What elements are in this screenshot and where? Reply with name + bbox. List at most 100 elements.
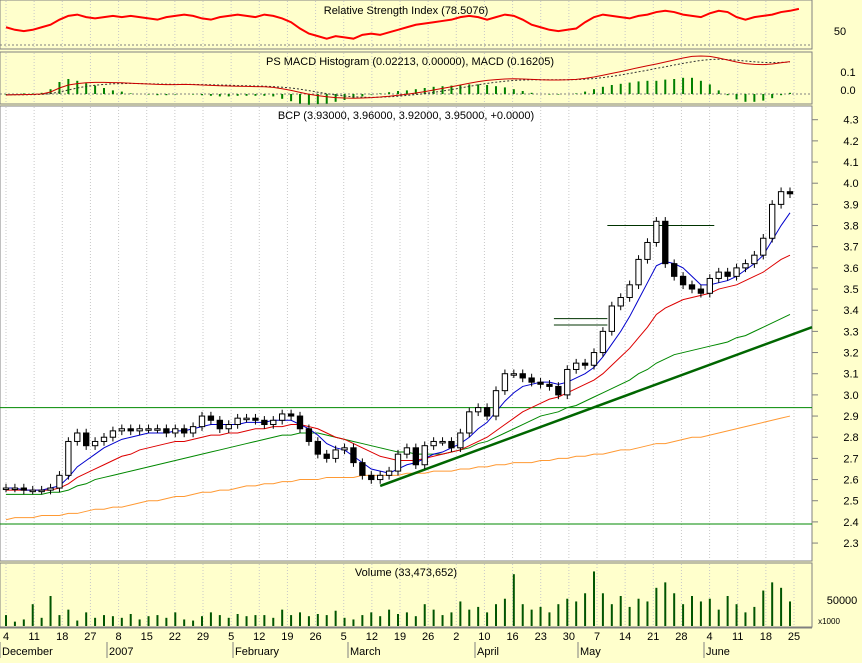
candle-body [742,263,749,269]
x-tick-label: 10 [478,631,490,643]
price-tick-label: 3.3 [843,326,858,338]
price-panel: BCP (3.93000, 3.96000, 3.92000, 3.95000,… [0,105,859,562]
candle-body [421,445,428,466]
macd-tick-label: 0.0 [840,85,855,97]
x-tick-label: 5 [228,631,234,643]
rsi-tick-label: 50 [834,26,846,38]
x-tick-label: 27 [84,631,96,643]
price-tick-label: 4.1 [843,157,858,169]
candle-body [769,203,776,239]
volume-unit-label: x1000 [818,617,840,626]
candle-body [448,440,455,449]
candle-body [733,267,740,277]
candle-body [83,432,90,447]
rsi-panel: Relative Strength Index (78.5076) 50 [0,0,846,50]
candle-body [118,428,125,432]
candle-body [287,413,295,417]
candle-body [65,440,72,476]
x-tick-label: 4 [707,631,713,643]
price-tick-label: 3.1 [843,369,858,381]
candle-body [573,362,580,370]
x-tick-label: 18 [760,631,772,643]
candle-body [56,474,63,489]
candle-body [91,440,99,447]
candle-body [359,462,366,476]
candle-body [163,428,170,434]
candle-body [341,447,348,451]
candle-body [2,487,10,491]
price-tick-label: 2.5 [843,496,858,508]
rsi-line [5,7,800,40]
month-label: April [477,646,499,658]
candle-body [270,419,277,426]
candle-body [305,428,313,442]
candle-body [127,428,134,432]
candle-body [519,373,526,379]
candle-body [439,440,446,444]
volume-tick-label: 50000 [827,595,858,607]
candle-body [234,417,241,426]
candle-body [492,390,500,417]
candle-body [314,440,321,455]
candle-body [671,263,678,277]
candle-body [136,428,143,432]
candle-body [181,428,188,434]
price-tick-label: 4.2 [843,136,858,148]
candle-body [475,407,482,413]
price-tick-label: 2.8 [843,432,858,444]
price-tick-label: 2.7 [843,453,858,465]
candle-body [403,447,411,455]
candle-body [100,436,108,442]
candle-body [430,440,437,447]
candle-body [20,487,27,491]
month-label: March [350,646,381,658]
candle-body [225,424,232,430]
price-tick-label: 4.0 [843,178,858,190]
x-tick-label: 19 [281,631,293,643]
candle-body [385,470,393,476]
x-tick-label: 5 [341,631,347,643]
candle-body [279,413,286,421]
candle-body [207,415,215,421]
price-title: BCP (3.93000, 3.96000, 3.92000, 3.95000,… [278,110,534,122]
month-label: June [706,646,730,658]
x-axis: 4 11 18 27 8 15 22 29 5 12 19 26 5 12 19 26 2 10 16 23 30 7 14… [0,627,812,658]
x-tick-label: 25 [788,631,800,643]
candle-body [590,352,598,366]
price-tick-label: 3.2 [843,348,858,360]
candle-body [466,411,473,434]
x-tick-label: 26 [422,631,434,643]
price-tick-label: 3.4 [843,305,858,317]
x-tick-label: 7 [594,631,600,643]
candle-body [457,432,464,449]
x-tick-label: 11 [732,631,743,643]
x-tick-label: 21 [647,631,659,643]
candle-body [564,368,571,396]
candle-body [11,487,19,491]
volume-title: Volume (33,473,652) [355,567,457,579]
macd-signal-line [6,58,791,98]
candle-body [296,415,304,430]
x-tick-label: 19 [394,631,406,643]
candle-body [679,275,687,286]
candle-body [145,428,152,431]
candle-body [786,191,794,195]
candle-body [261,419,268,426]
rsi-title: Relative Strength Index (78.5076) [324,5,489,17]
x-tick-label: 26 [309,631,321,643]
x-tick-label: 15 [141,631,153,643]
candle-body [715,271,722,279]
price-tick-label: 3.6 [843,263,858,275]
candle-body [724,271,731,277]
candle-body [483,407,491,417]
candle-body [608,305,615,332]
x-tick-label: 28 [675,631,687,643]
price-tick-label: 2.9 [843,411,858,423]
x-tick-label: 16 [506,631,518,643]
price-tick-label: 2.6 [843,475,858,487]
candle-body [412,447,419,466]
x-tick-label: 30 [563,631,575,643]
candle-body [377,474,384,481]
candle-body [501,373,509,392]
price-tick-label: 3.8 [843,221,858,233]
